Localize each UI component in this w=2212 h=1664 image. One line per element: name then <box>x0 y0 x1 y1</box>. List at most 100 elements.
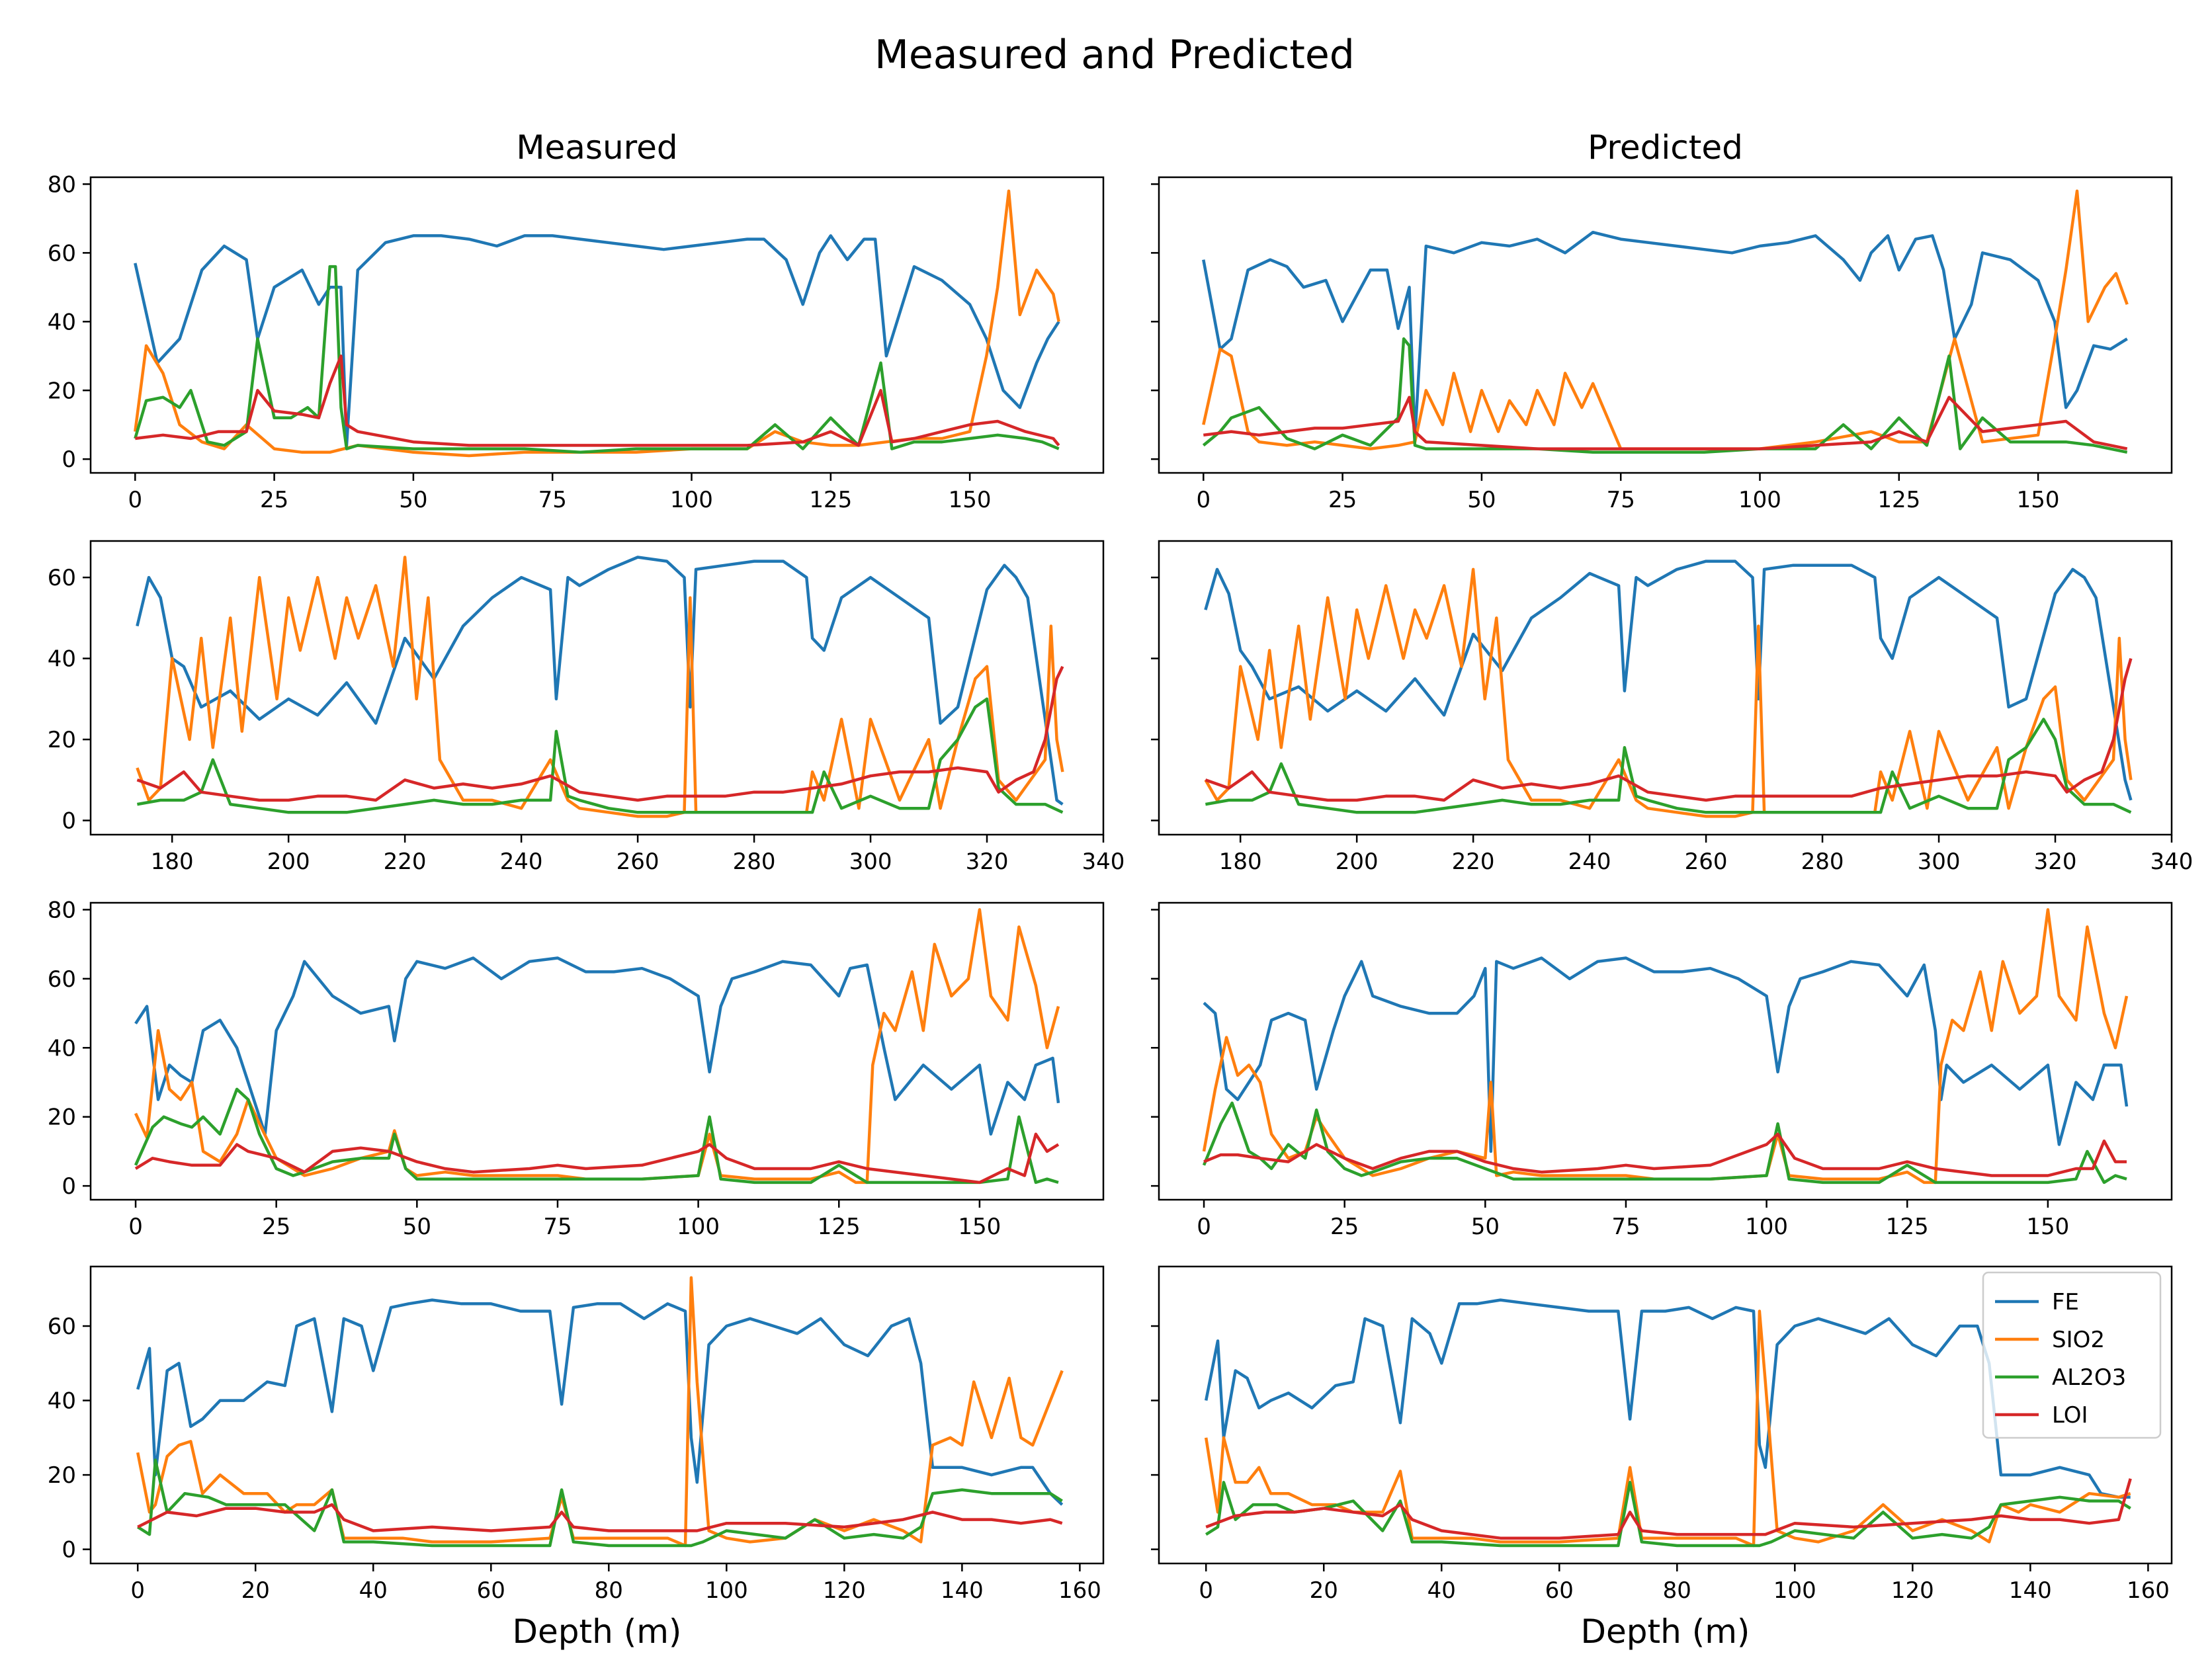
series-line-fe <box>134 234 1060 447</box>
series-line-fe <box>136 556 1064 806</box>
legend: FE SIO2 AL2O3 LOI <box>1982 1271 2162 1439</box>
x-tick-label: 220 <box>1452 849 1495 875</box>
x-tick-label: 125 <box>1877 487 1920 513</box>
x-tick-label: 75 <box>538 487 567 513</box>
y-tick-label: 0 <box>62 1173 76 1200</box>
panel-6: 0 25 50 75 100 125 150 <box>1151 901 2173 1240</box>
x-tick-label: 50 <box>1467 487 1496 513</box>
series-line-sio2 <box>136 1276 1064 1548</box>
legend-label-loi: LOI <box>2052 1402 2088 1429</box>
axes-frame <box>1158 176 2173 474</box>
panel-title: Measured <box>516 128 677 167</box>
x-tick-label: 150 <box>2017 487 2060 513</box>
panel-4: 180 200 220 240 260 280 300 320 340 <box>1151 540 2193 875</box>
y-tick-label: 0 <box>62 446 76 473</box>
x-tick-label: 240 <box>1568 849 1611 875</box>
x-tick-label: 320 <box>2034 849 2077 875</box>
x-tick-label: 220 <box>384 849 427 875</box>
x-tick-label: 100 <box>670 487 713 513</box>
y-tick-label: 60 <box>48 565 76 591</box>
x-tick-label: 280 <box>1801 849 1844 875</box>
series-line-loi <box>136 665 1064 802</box>
axes-frame <box>89 1265 1105 1565</box>
x-tick-label: 25 <box>260 487 288 513</box>
panels-group: 0 25 50 75 100 125 150 0 20 40 60 80 Measured 0 25 50 75… <box>48 128 2193 1651</box>
panel-2: 0 25 50 75 100 125 150 Predicted <box>1151 128 2173 513</box>
x-tick-label: 40 <box>1427 1577 1456 1604</box>
x-tick-label: 240 <box>500 849 543 875</box>
x-tick-label: 140 <box>2009 1577 2052 1604</box>
axes-frame <box>1158 901 2173 1201</box>
axes-frame <box>89 901 1105 1201</box>
y-tick-label: 80 <box>48 897 76 923</box>
x-tick-label: 40 <box>359 1577 388 1604</box>
y-tick-label: 40 <box>48 646 76 673</box>
x-tick-label: 340 <box>1082 849 1125 875</box>
x-tick-label: 0 <box>1199 1577 1213 1604</box>
y-tick-label: 80 <box>48 171 76 198</box>
x-tick-label: 180 <box>1219 849 1262 875</box>
x-tick-label: 280 <box>733 849 776 875</box>
figure-suptitle: Measured and Predicted <box>874 32 1355 78</box>
x-tick-label: 100 <box>705 1577 748 1604</box>
x-tick-label: 50 <box>1471 1214 1500 1240</box>
panel-8: 0 20 40 60 80 100 120 140 160 Depth (m) <box>1151 1265 2173 1651</box>
y-tick-label: 20 <box>48 727 76 753</box>
x-tick-label: 25 <box>1328 487 1357 513</box>
x-tick-label: 0 <box>130 1577 145 1604</box>
series-line-al2o3 <box>137 697 1064 814</box>
y-tick-label: 60 <box>48 966 76 993</box>
x-tick-label: 25 <box>1330 1214 1359 1240</box>
x-tick-label: 300 <box>849 849 892 875</box>
x-tick-label: 100 <box>1745 1214 1788 1240</box>
x-tick-label: 60 <box>477 1577 505 1604</box>
x-tick-label: 100 <box>1738 487 1781 513</box>
series-line-fe <box>1202 230 2128 440</box>
x-tick-label: 20 <box>241 1577 270 1604</box>
x-axis-label: Depth (m) <box>1581 1612 1750 1651</box>
x-tick-label: 120 <box>1891 1577 1934 1604</box>
series-line-loi <box>1205 1478 2132 1540</box>
y-tick-label: 60 <box>48 1313 76 1340</box>
series-line-al2o3 <box>134 265 1060 454</box>
y-tick-label: 20 <box>48 378 76 404</box>
x-tick-label: 50 <box>399 487 427 513</box>
panel-title: Predicted <box>1588 128 1743 167</box>
x-tick-label: 140 <box>941 1577 984 1604</box>
series-line-fe <box>136 1298 1064 1506</box>
series-line-loi <box>135 354 1060 447</box>
x-tick-label: 160 <box>1058 1577 1101 1604</box>
y-tick-label: 0 <box>62 808 76 835</box>
y-tick-label: 60 <box>48 240 76 267</box>
panel-7: 0 20 40 60 80 100 120 140 160 0 20 40 60 Depth (m) <box>48 1265 1105 1651</box>
axes-frame <box>1158 540 2173 836</box>
legend-label-al2o3: AL2O3 <box>2052 1364 2126 1391</box>
x-tick-label: 100 <box>677 1214 720 1240</box>
x-tick-label: 60 <box>1545 1577 1574 1604</box>
series-line-al2o3 <box>1202 1101 2127 1185</box>
series-line-sio2 <box>1204 1310 2131 1548</box>
x-tick-label: 160 <box>2127 1577 2170 1604</box>
x-tick-label: 180 <box>151 849 194 875</box>
y-tick-label: 40 <box>48 1388 76 1415</box>
x-tick-label: 20 <box>1310 1577 1338 1604</box>
y-tick-label: 20 <box>48 1462 76 1489</box>
x-tick-label: 120 <box>823 1577 866 1604</box>
x-tick-label: 260 <box>617 849 659 875</box>
y-tick-label: 40 <box>48 1035 76 1061</box>
x-tick-label: 150 <box>949 487 992 513</box>
series-line-loi <box>134 1132 1060 1185</box>
legend-box <box>1982 1271 2162 1439</box>
series-line-al2o3 <box>1205 1481 2131 1548</box>
x-tick-label: 75 <box>1607 487 1635 513</box>
x-tick-label: 320 <box>966 849 1009 875</box>
x-tick-label: 125 <box>818 1214 861 1240</box>
x-tick-label: 125 <box>809 487 852 513</box>
x-tick-label: 200 <box>1336 849 1379 875</box>
series-line-al2o3 <box>1202 337 2128 454</box>
series-line-loi <box>1205 657 2133 802</box>
y-tick-label: 0 <box>62 1537 76 1563</box>
x-tick-label: 150 <box>2026 1214 2069 1240</box>
